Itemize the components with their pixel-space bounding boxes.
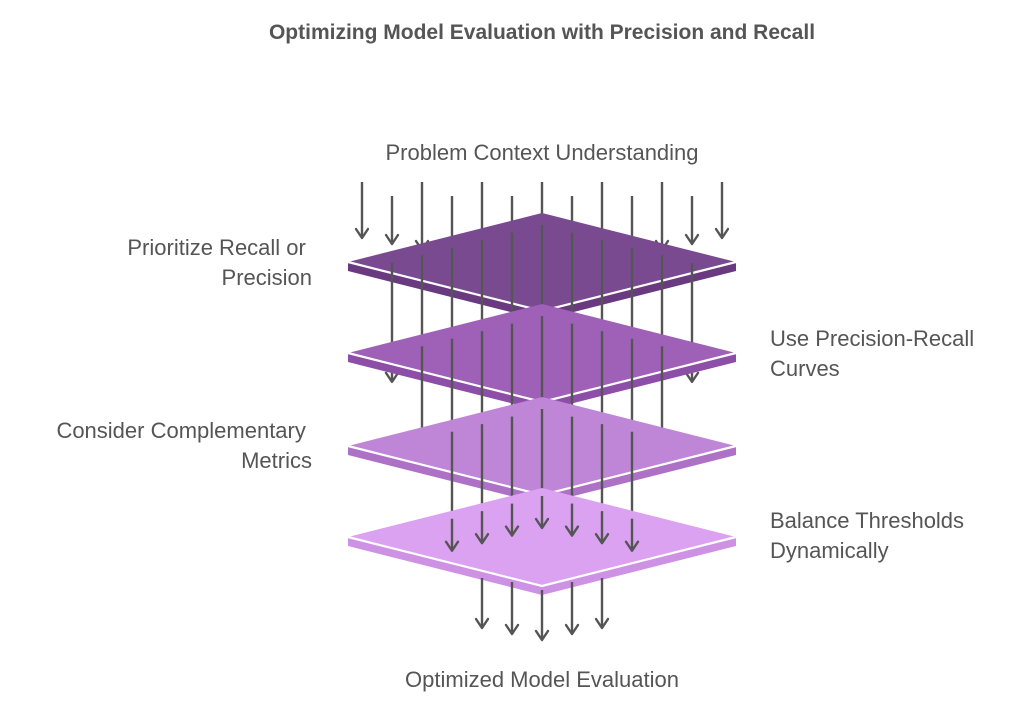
layer-4-label-line-2: Dynamically (770, 538, 889, 563)
bottom-label: Optimized Model Evaluation (405, 667, 679, 692)
arrow-out-2 (504, 582, 520, 636)
diagram-title: Optimizing Model Evaluation with Precisi… (269, 21, 815, 44)
arrow-in-3 (414, 182, 430, 252)
arrow-out-3 (534, 590, 550, 642)
layer-3-label: Consider Complementary Metrics (56, 418, 312, 473)
layer-1-label: Prioritize Recall or Precision (127, 235, 312, 290)
arrow-l4-x512 (504, 503, 520, 537)
layer-3-label-line-1: Consider Complementary (56, 418, 305, 443)
layer-4-label-line-1: Balance Thresholds (770, 508, 964, 533)
layer-stack (347, 182, 737, 642)
arrow-l4-x542 (534, 496, 550, 530)
arrow-in-2 (384, 196, 400, 246)
arrow-out-1 (474, 578, 490, 630)
layer-4-edge (347, 535, 737, 588)
top-label: Problem Context Understanding (385, 140, 698, 165)
layer-4-label: Balance Thresholds Dynamically (770, 508, 970, 563)
arrow-in-12 (684, 196, 700, 246)
layer-4-plate (347, 488, 737, 595)
arrow-l4-x602 (594, 511, 610, 545)
layer-3-label-line-2: Metrics (241, 448, 312, 473)
arrow-l4-x482 (474, 511, 490, 545)
layer-1-label-line-2: Precision (222, 265, 312, 290)
layer-2-label-line-2: Curves (770, 356, 840, 381)
arrow-in-11 (654, 182, 670, 252)
arrow-in-13 (714, 182, 730, 240)
arrow-in-1 (354, 182, 370, 240)
arrow-out-4 (564, 582, 580, 636)
arrow-l4-x452 (444, 518, 460, 552)
arrow-l4-x572 (564, 503, 580, 537)
layer-2-label-line-1: Use Precision-Recall (770, 326, 974, 351)
arrow-out-5 (594, 578, 610, 630)
layer-2-label: Use Precision-Recall Curves (770, 326, 980, 381)
layer-1-label-line-1: Prioritize Recall or (127, 235, 306, 260)
arrow-l4-x632 (624, 518, 640, 552)
